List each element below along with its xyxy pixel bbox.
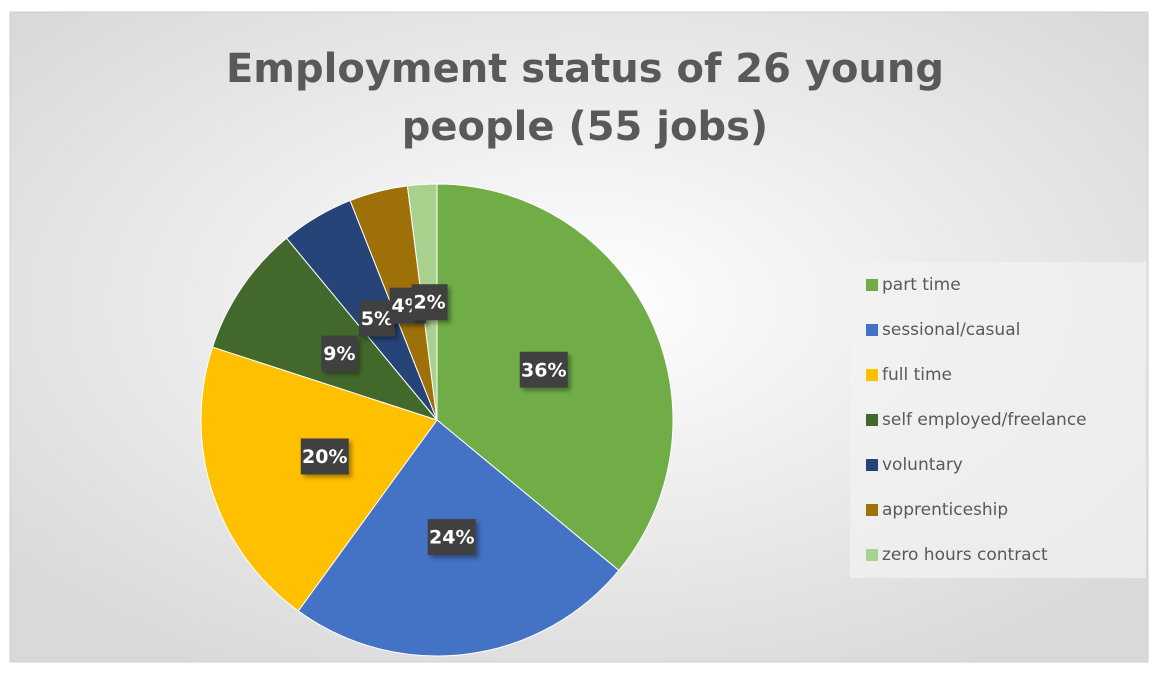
legend-label: apprenticeship: [882, 500, 1008, 520]
legend-swatch: [866, 459, 878, 471]
data-label-box: [427, 519, 476, 556]
legend-label: full time: [882, 365, 952, 385]
legend-label: zero hours contract: [882, 545, 1048, 565]
data-label: 9%: [321, 335, 358, 372]
data-label-text: 2%: [413, 292, 445, 314]
data-label: 20%: [300, 438, 349, 475]
data-label-text: 20%: [302, 446, 347, 468]
data-label: 5%: [358, 300, 395, 337]
legend-swatch: [866, 549, 878, 561]
legend-swatch: [866, 414, 878, 426]
legend-box: [850, 262, 1146, 578]
pie-slice: [200, 346, 438, 612]
data-label-text: 9%: [323, 343, 355, 365]
legend-label: part time: [882, 275, 961, 295]
legend-swatch: [866, 324, 878, 336]
legend-swatch: [866, 279, 878, 291]
legend-swatch: [866, 369, 878, 381]
data-label-text: 5%: [361, 308, 393, 330]
chart-title: Employment status of 26 young people (55…: [225, 46, 945, 150]
legend-label: sessional/casual: [882, 320, 1020, 340]
data-label-box: [321, 335, 358, 372]
legend-label: voluntary: [882, 455, 963, 475]
data-label: 24%: [427, 519, 476, 556]
data-label-box: [358, 300, 395, 337]
data-label: 36%: [519, 351, 568, 388]
pie-slice: [211, 237, 439, 422]
data-label-box: [300, 438, 349, 475]
data-label-box: [411, 284, 448, 321]
legend-label: self employed/freelance: [882, 410, 1087, 430]
legend-swatch: [866, 504, 878, 516]
data-label: 2%: [411, 284, 448, 321]
data-label-box: [519, 351, 568, 388]
data-label-text: 36%: [521, 359, 566, 381]
data-label-text: 24%: [429, 527, 474, 549]
